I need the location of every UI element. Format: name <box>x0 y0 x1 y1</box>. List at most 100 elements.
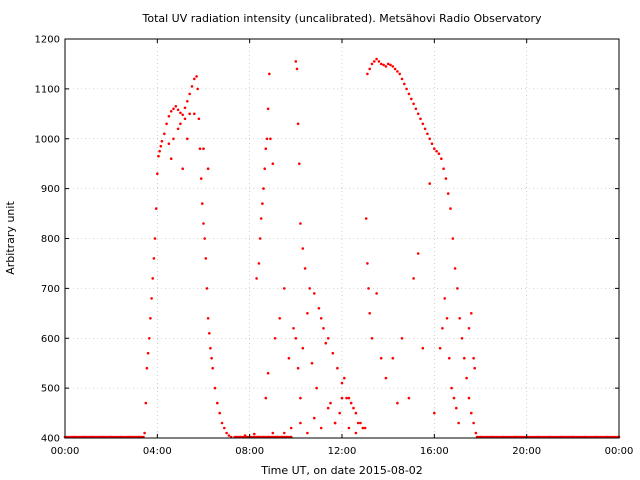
data-point <box>186 100 189 103</box>
data-point <box>167 142 171 145</box>
data-point <box>349 401 353 405</box>
data-point <box>299 396 302 400</box>
data-point <box>315 386 318 390</box>
data-point <box>299 421 302 425</box>
data-point <box>441 327 444 330</box>
data-point <box>150 297 153 300</box>
data-point <box>153 237 157 240</box>
data-point <box>467 327 471 330</box>
x-tick-label: 16:00 <box>420 446 449 457</box>
data-point <box>467 396 471 400</box>
data-point <box>326 337 330 340</box>
data-point <box>308 287 312 290</box>
data-point <box>210 356 213 360</box>
data-point <box>421 346 425 350</box>
data-point <box>298 162 301 165</box>
data-point <box>198 147 202 150</box>
data-point <box>253 432 256 436</box>
data-point <box>306 312 309 315</box>
data-point <box>268 72 271 76</box>
data-point <box>199 177 203 180</box>
data-point <box>379 356 383 360</box>
data-point <box>313 292 316 295</box>
data-point <box>361 426 365 430</box>
data-point <box>154 207 158 210</box>
data-point <box>303 267 307 270</box>
data-point <box>423 127 427 131</box>
data-point <box>354 411 358 415</box>
data-point <box>205 287 209 290</box>
data-point <box>211 366 214 370</box>
data-point <box>190 85 194 88</box>
data-point <box>463 356 466 360</box>
data-point <box>375 57 378 61</box>
data-points <box>63 57 621 439</box>
data-point <box>391 356 395 360</box>
data-point <box>433 411 436 415</box>
data-point <box>262 187 265 190</box>
data-point <box>310 361 314 365</box>
y-tick-label: 1100 <box>35 84 60 95</box>
data-point <box>442 167 445 170</box>
data-point <box>179 111 182 115</box>
data-point <box>452 396 456 400</box>
data-point <box>444 177 448 180</box>
data-point <box>265 137 269 141</box>
data-point <box>368 67 372 71</box>
data-point <box>145 366 149 370</box>
data-point <box>451 237 455 240</box>
data-point <box>149 317 152 320</box>
data-point <box>375 292 378 295</box>
data-point <box>188 112 191 116</box>
data-point <box>306 431 309 435</box>
data-point <box>283 431 286 435</box>
data-point <box>283 287 286 290</box>
data-point <box>343 376 346 380</box>
data-point <box>347 426 351 430</box>
data-point <box>405 87 408 91</box>
data-point <box>287 356 291 360</box>
y-tick-label: 600 <box>41 334 60 345</box>
y-tick-label: 400 <box>41 434 60 445</box>
data-point <box>273 337 277 340</box>
data-point <box>188 92 191 96</box>
data-point <box>261 202 264 205</box>
data-point <box>196 87 199 91</box>
data-point <box>379 62 383 66</box>
data-point <box>474 431 478 435</box>
x-tick-label: 12:00 <box>328 446 357 457</box>
data-point <box>393 67 397 71</box>
data-point <box>426 132 429 136</box>
data-point <box>220 421 224 425</box>
data-point <box>181 167 184 170</box>
grid-lines <box>65 39 619 438</box>
x-axis: 00:00 04:00 08:00 12:00 16:00 20:00 00:00 <box>51 39 633 457</box>
data-point <box>419 117 422 121</box>
y-tick-label: 500 <box>41 384 60 395</box>
data-point <box>338 411 342 415</box>
data-point <box>384 65 388 68</box>
data-point <box>186 137 189 141</box>
data-point <box>202 222 205 225</box>
data-point <box>340 381 344 385</box>
data-point <box>289 426 293 430</box>
data-point <box>456 287 459 290</box>
data-point <box>176 127 180 131</box>
data-point <box>278 317 282 320</box>
data-point <box>458 317 462 320</box>
data-point <box>269 137 272 141</box>
data-point <box>470 411 473 415</box>
data-point <box>257 262 261 265</box>
data-point <box>373 60 376 63</box>
data-point <box>336 366 339 370</box>
data-point <box>151 277 154 280</box>
data-point <box>352 406 355 410</box>
data-point <box>396 401 399 405</box>
data-point <box>143 431 146 435</box>
data-point <box>174 105 178 108</box>
data-point <box>223 426 226 430</box>
data-point <box>264 147 268 150</box>
data-point <box>449 207 452 210</box>
y-tick-label: 1000 <box>35 134 60 145</box>
data-point <box>197 117 201 121</box>
